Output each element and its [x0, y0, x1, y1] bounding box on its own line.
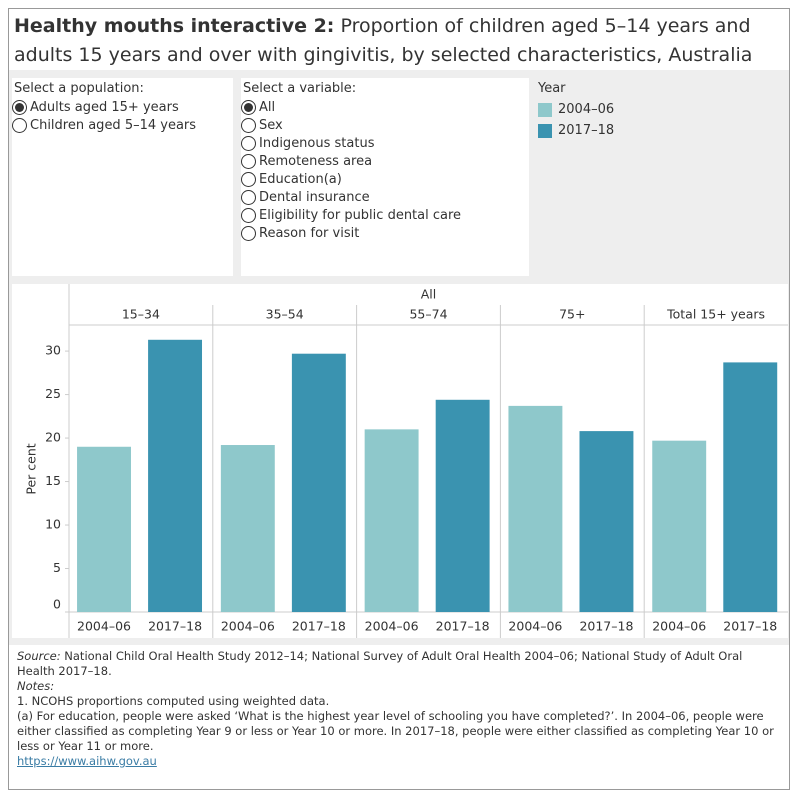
title-bold: Healthy mouths interactive 2:: [14, 15, 335, 37]
radio-option[interactable]: Eligibility for public dental care: [241, 206, 529, 224]
radio-option[interactable]: Dental insurance: [241, 188, 529, 206]
radio-button[interactable]: [241, 171, 256, 187]
radio-button[interactable]: [241, 135, 256, 151]
panel-label: Total 15+ years: [666, 307, 765, 322]
source: Source: National Child Oral Health Study…: [17, 649, 777, 679]
radio-button[interactable]: [241, 207, 256, 223]
title: Proportion of children aged 5–14 years a…: [14, 15, 753, 66]
bar: [291, 353, 346, 612]
bar: [579, 431, 634, 612]
radio-option[interactable]: Children aged 5–14 years: [12, 116, 233, 134]
radio-label: Indigenous status: [259, 135, 375, 151]
radio-selected: [244, 102, 253, 112]
y-tick-label: 25: [45, 386, 61, 401]
radio-button[interactable]: [241, 117, 256, 133]
bar: [77, 446, 131, 612]
radio-label: All: [259, 99, 276, 115]
radio-option[interactable]: Reason for visit: [241, 224, 529, 242]
radio-option[interactable]: All: [241, 98, 529, 116]
y-tick-label: 0: [53, 597, 61, 612]
radio-button[interactable]: [12, 99, 27, 115]
population-label: Select a population:: [14, 81, 144, 96]
x-tick-label: 2017–18: [436, 619, 490, 634]
header: Healthy mouths interactive 2: Proportion…: [14, 12, 784, 70]
radio-label: Adults aged 15+ years: [30, 99, 179, 115]
radio-label: Sex: [259, 117, 283, 133]
notes-label-text: Notes:: [17, 679, 55, 693]
legend-title: Year: [538, 81, 566, 96]
bar: [723, 362, 778, 612]
radio-label: Remoteness area: [259, 153, 373, 169]
note: 1. NCOHS proportions computed using weig…: [17, 694, 330, 708]
radio-option[interactable]: Sex: [241, 116, 529, 134]
frame: [8, 8, 790, 790]
legend: Year 2004–06 2017–18: [538, 81, 614, 141]
bar: [508, 405, 563, 612]
radio-option[interactable]: Indigenous status: [241, 134, 529, 152]
bar: [435, 399, 490, 612]
x-tick-label: 2004–06: [77, 619, 131, 634]
bar: [364, 429, 419, 612]
y-tick-label: 5: [53, 560, 61, 575]
population-panel: Select a population: Adults aged 15+ yea…: [12, 78, 233, 276]
facet-title: All: [421, 287, 437, 302]
radio-button[interactable]: [241, 99, 256, 115]
panel-label: 55–74: [409, 307, 447, 322]
legend-label: 2004–06: [558, 102, 615, 117]
y-tick-label: 10: [45, 517, 61, 532]
legend-item: 2017–18: [538, 120, 614, 141]
legend-swatch: [538, 102, 552, 117]
footer: Source: National Child Oral Health Study…: [17, 649, 777, 769]
x-tick-label: 2004–06: [652, 619, 706, 634]
radio-label: Dental insurance: [259, 189, 370, 205]
source-label: Source:: [17, 649, 61, 663]
radio-label: Eligibility for public dental care: [259, 207, 462, 223]
x-tick-label: 2017–18: [579, 619, 633, 634]
note: (a) For education, people were asked ‘Wh…: [17, 709, 774, 753]
y-axis-label: Per cent: [24, 443, 39, 494]
radio-button[interactable]: [241, 189, 256, 205]
bar: [220, 445, 275, 612]
bar: [148, 339, 203, 612]
x-tick-label: 2004–06: [508, 619, 562, 634]
x-tick-label: 2017–18: [292, 619, 346, 634]
variable-panel: Select a variable: All Sex Indigenous stat…: [241, 78, 529, 276]
notes-label: Notes:: [17, 679, 777, 694]
variable-label: Select a variable:: [243, 81, 357, 96]
radio-label: Education(a): [259, 171, 342, 187]
link[interactable]: https://www.aihw.gov.au: [17, 754, 157, 768]
radio-button[interactable]: [241, 153, 256, 169]
radio-button[interactable]: [12, 117, 27, 133]
x-tick-label: 2004–06: [365, 619, 419, 634]
radio-option[interactable]: Remoteness area: [241, 152, 529, 170]
radio-option[interactable]: Education(a): [241, 170, 529, 188]
panel-label: 15–34: [122, 307, 160, 322]
chart: All Per cent 0 5 10 15 20 25 30 15–34 2004–06 2017–…: [12, 284, 788, 638]
radio-label: Children aged 5–14 years: [30, 117, 197, 133]
panel-label: 75+: [559, 307, 585, 322]
source-text: National Child Oral Health Study 2012–14…: [17, 649, 743, 678]
y-tick-label: 15: [45, 473, 61, 488]
panel-label: 35–54: [266, 307, 304, 322]
x-tick-label: 2017–18: [723, 619, 777, 634]
legend-item: 2004–06: [538, 99, 614, 120]
notes: 1. NCOHS proportions computed using weig…: [17, 694, 777, 754]
legend-swatch: [538, 123, 552, 138]
x-tick-label: 2017–18: [148, 619, 202, 634]
legend-label: 2017–18: [558, 123, 615, 138]
x-tick-label: 2004–06: [221, 619, 275, 634]
bar: [652, 440, 707, 612]
y-tick-label: 20: [45, 430, 61, 445]
y-tick-label: 30: [45, 343, 61, 358]
radio-option[interactable]: Adults aged 15+ years: [12, 98, 233, 116]
radio-label: Reason for visit: [259, 225, 360, 241]
radio-selected: [15, 102, 24, 112]
radio-button[interactable]: [241, 225, 256, 241]
